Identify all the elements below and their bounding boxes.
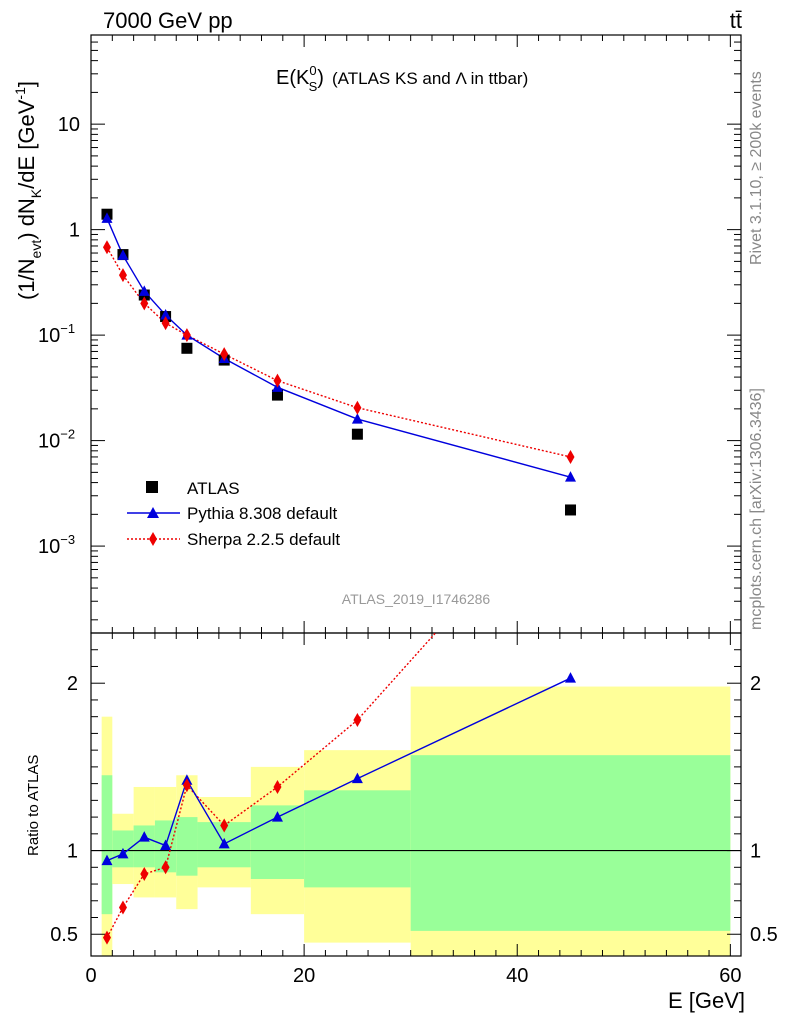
main-data-marks <box>101 208 577 516</box>
sherpa-point-7 <box>353 400 362 415</box>
sherpa-ratio-point-4 <box>182 778 191 793</box>
ratio-y-tick-label-left-2: 2 <box>67 673 78 695</box>
sherpa-ratio-point-6 <box>273 779 282 794</box>
ylabel-part-evt: evt <box>28 240 44 259</box>
pythia-main-line <box>106 218 571 478</box>
pythia-point-0 <box>101 212 113 223</box>
ylabel-part-2: ) dN <box>14 198 39 240</box>
band-inner-2 <box>133 825 155 868</box>
legend-atlas-label: ATLAS <box>187 479 240 498</box>
ylabel-part-3: /dE [GeV <box>14 99 39 189</box>
plot-title-main: E(K <box>276 67 310 89</box>
ratio-y-axis-label: Ratio to ATLAS <box>25 755 42 856</box>
main-y-tick-base: 10 <box>38 536 60 558</box>
plot-title-sup: 0 <box>309 63 316 78</box>
main-y-tick-exp: −1 <box>60 321 75 336</box>
atlas-point-7 <box>351 428 363 440</box>
x-tick-label-2: 40 <box>506 965 528 987</box>
x-axis-label: E [GeV] <box>668 988 745 1013</box>
sherpa-main-line <box>106 246 571 458</box>
sherpa-ratio-point-1 <box>118 900 127 915</box>
pythia-point-8 <box>565 471 577 482</box>
ratio-uncertainty-bands <box>101 686 731 956</box>
pythia-ratio-point-7 <box>351 772 363 784</box>
legend-pythia-marker <box>147 507 159 518</box>
pythia-point-2 <box>138 285 150 296</box>
atlas-point-6 <box>271 389 283 401</box>
legend-pythia-label: Pythia 8.308 default <box>187 504 338 523</box>
main-y-tick-base: 10 <box>38 431 60 453</box>
pythia-ratio-point-3 <box>160 839 172 851</box>
sherpa-ratio-point-3 <box>161 860 170 875</box>
pythia-ratio-point-8 <box>565 672 577 683</box>
ratio-y-tick-label-right-1: 1 <box>750 841 761 863</box>
ratio-panel-frame <box>90 632 742 957</box>
sherpa-ratio-point-7 <box>353 713 362 728</box>
main-y-tick-exp: −3 <box>60 532 75 547</box>
band-inner-8 <box>410 755 731 931</box>
sherpa-ratio-point-0 <box>102 930 111 945</box>
pythia-ratio-point-0 <box>101 854 113 866</box>
sherpa-point-1 <box>118 268 127 283</box>
main-y-tick-label-1: 1 <box>69 220 80 242</box>
ratio-axis-ticks: 0 20 40 60 0.5 0.5 1 1 2 2 <box>50 633 778 987</box>
ylabel-part-exp: -1 <box>12 87 28 100</box>
pythia-ratio-point-6 <box>271 811 283 822</box>
plot-title-rest: (ATLAS KS and Λ in ttbar) <box>332 69 528 88</box>
pythia-ratio-point-5 <box>218 837 230 849</box>
sherpa-point-0 <box>102 240 111 255</box>
legend-sherpa-label: Sherpa 2.2.5 default <box>187 530 340 549</box>
energy-label: 7000 GeV pp <box>103 8 233 33</box>
x-tick-label-0: 0 <box>85 965 96 987</box>
ratio-y-tick-label-left-0: 0.5 <box>50 924 78 946</box>
pythia-point-7 <box>351 413 363 424</box>
atlas-point-8 <box>565 504 577 516</box>
band-inner-7 <box>304 790 411 888</box>
sherpa-point-6 <box>273 373 282 388</box>
plot-title-sub: S <box>309 79 318 94</box>
ratio-y-tick-label-left-1: 1 <box>67 841 78 863</box>
process-label: tt̄ <box>730 8 742 33</box>
main-y-axis-label: (1/Nevt) dNK/dE [GeV-1] <box>12 81 44 300</box>
analysis-id: ATLAS_2019_I1746286 <box>342 591 491 607</box>
ylabel-part-close: ] <box>14 81 39 87</box>
sherpa-ratio-point-5 <box>220 818 229 833</box>
rivet-label: Rivet 3.1.10, ≥ 200k events <box>748 71 765 265</box>
plot-title-close: ) <box>317 67 324 89</box>
ylabel-part-k: K <box>28 188 44 198</box>
x-tick-label-3: 60 <box>719 965 741 987</box>
atlas-point-4 <box>181 342 193 354</box>
band-inner-0 <box>101 775 113 915</box>
pythia-ratio-point-2 <box>138 831 150 842</box>
sherpa-point-8 <box>566 449 575 464</box>
main-y-tick-label-3: 10−2 <box>38 427 75 453</box>
sherpa-ratio-point-2 <box>140 866 149 881</box>
sherpa-point-3 <box>161 316 170 331</box>
pythia-point-1 <box>117 249 129 260</box>
legend: ATLAS Pythia 8.308 default Sherpa 2.2.5 … <box>127 479 340 549</box>
ylabel-part-1: (1/N <box>14 258 39 300</box>
ratio-data-marks <box>101 633 577 945</box>
main-y-tick-label-0: 10 <box>58 114 80 136</box>
plot-title: E(K0 S) <box>276 63 324 94</box>
sherpa-point-2 <box>140 296 149 311</box>
x-tick-label-1: 20 <box>293 965 315 987</box>
legend-sherpa-marker <box>149 532 157 546</box>
pythia-point-3 <box>160 309 172 320</box>
ratio-y-tick-label-right-2: 2 <box>750 673 761 695</box>
pythia-ratio-point-1 <box>117 847 129 859</box>
main-y-tick-base: 10 <box>38 325 60 347</box>
legend-atlas-marker <box>146 481 158 493</box>
main-y-tick-exp: −2 <box>60 427 75 442</box>
mcplots-label: mcplots.cern.ch [arXiv:1306.3436] <box>748 388 765 630</box>
sherpa-point-5 <box>220 347 229 362</box>
main-y-tick-label-4: 10−3 <box>38 532 75 558</box>
ratio-y-tick-label-right-0: 0.5 <box>750 924 778 946</box>
band-inner-4 <box>176 817 198 876</box>
main-y-tick-label-2: 10−1 <box>38 321 75 347</box>
sherpa-point-4 <box>182 328 191 343</box>
